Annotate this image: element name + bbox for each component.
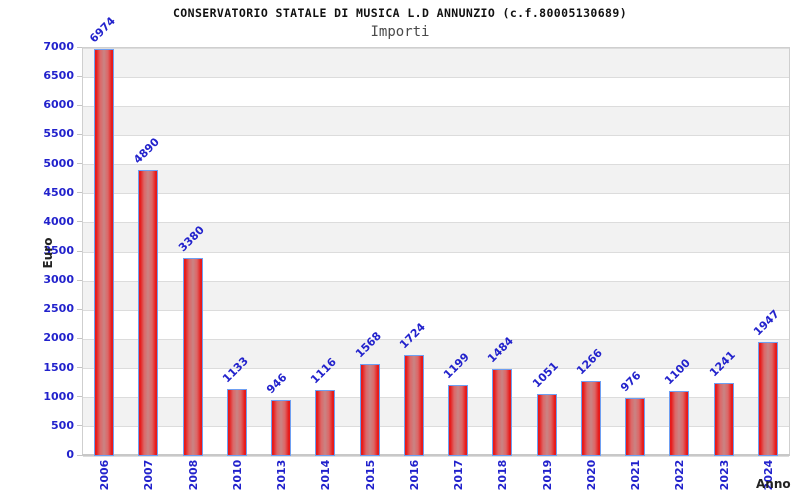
gridline: [83, 106, 789, 107]
x-tick-label: 2007: [142, 459, 156, 491]
y-tick-label: 500: [51, 418, 74, 432]
y-tick-mark: [77, 221, 82, 222]
plot-band: [83, 106, 789, 136]
gridline: [83, 339, 789, 340]
y-tick-label: 5000: [43, 156, 74, 170]
y-axis-title: Euro: [41, 237, 55, 269]
x-tick-label: 2017: [452, 459, 466, 491]
gridline: [83, 135, 789, 136]
y-tick-mark: [77, 280, 82, 281]
x-axis-line: [82, 454, 790, 456]
bar-2014: [315, 389, 336, 456]
x-tick-label: 2006: [98, 459, 112, 491]
x-tick-label: 2013: [275, 459, 289, 491]
gridline: [83, 368, 789, 369]
bar-2023: [713, 382, 734, 456]
bar-2020: [580, 381, 601, 456]
gridline: [83, 456, 789, 457]
plot-band: [83, 222, 789, 252]
gridline: [83, 397, 789, 398]
bar-2018: [492, 368, 513, 456]
y-tick-mark: [77, 455, 82, 456]
bar-2010: [226, 388, 247, 456]
y-tick-mark: [77, 105, 82, 106]
y-tick-label: 5500: [43, 127, 74, 141]
x-tick-label: 2023: [717, 459, 731, 491]
y-tick-label: 6500: [43, 69, 74, 83]
gridline: [83, 281, 789, 282]
bar-2022: [669, 390, 690, 456]
x-tick-label: 2019: [540, 459, 554, 491]
gridline: [83, 48, 789, 49]
y-tick-label: 2000: [43, 331, 74, 345]
x-tick-label: 2008: [186, 459, 200, 491]
y-tick-label: 2500: [43, 302, 74, 316]
x-tick-label: 2018: [496, 459, 510, 491]
bar-2021: [625, 398, 646, 456]
gridline: [83, 77, 789, 78]
gridline: [83, 310, 789, 311]
plot-band: [83, 193, 789, 223]
x-tick-label: 2021: [629, 459, 643, 491]
y-tick-label: 4000: [43, 214, 74, 228]
x-tick-label: 2022: [673, 459, 687, 491]
bar-2017: [448, 385, 469, 456]
y-tick-label: 6000: [43, 98, 74, 112]
bar-2019: [536, 393, 557, 456]
y-tick-label: 1500: [43, 360, 74, 374]
gridline: [83, 426, 789, 427]
bar-2016: [403, 354, 424, 456]
y-tick-mark: [77, 47, 82, 48]
y-tick-label: 7000: [43, 40, 74, 53]
y-tick-mark: [77, 192, 82, 193]
x-axis-title: Anno: [756, 477, 791, 491]
y-tick-mark: [77, 76, 82, 77]
y-tick-label: 1000: [43, 389, 74, 403]
y-tick-mark: [77, 367, 82, 368]
chart-title: CONSERVATORIO STATALE DI MUSICA L.D ANNU…: [172, 6, 628, 20]
bar-2024: [757, 341, 778, 456]
y-tick-mark: [77, 251, 82, 252]
y-tick-mark: [77, 425, 82, 426]
chart-subtitle: Importi: [370, 24, 430, 40]
bar-2013: [271, 399, 292, 456]
y-tick-mark: [77, 338, 82, 339]
x-tick-label: 2020: [584, 459, 598, 491]
gridline: [83, 252, 789, 253]
gridline: [83, 193, 789, 194]
gridline: [83, 222, 789, 223]
plot-band: [83, 164, 789, 194]
bar-2015: [359, 363, 380, 456]
bar-2007: [138, 169, 159, 456]
x-tick-label: 2016: [407, 459, 421, 491]
y-tick-label: 3500: [43, 244, 74, 257]
bar-2008: [182, 257, 203, 456]
x-tick-label: 2014: [319, 459, 333, 491]
gridline: [83, 164, 789, 165]
y-tick-label: 4500: [43, 185, 74, 199]
plot-band: [83, 77, 789, 107]
bar-2006: [94, 48, 115, 456]
plot-band: [83, 135, 789, 165]
plot-band: [83, 48, 789, 78]
y-tick-mark: [77, 163, 82, 164]
y-tick-mark: [77, 134, 82, 135]
x-tick-label: 2015: [363, 459, 377, 491]
y-tick-mark: [77, 309, 82, 310]
x-tick-label: 2010: [230, 459, 244, 491]
y-tick-label: 3000: [43, 273, 74, 287]
y-tick-label: 0: [66, 448, 74, 461]
y-tick-mark: [77, 396, 82, 397]
